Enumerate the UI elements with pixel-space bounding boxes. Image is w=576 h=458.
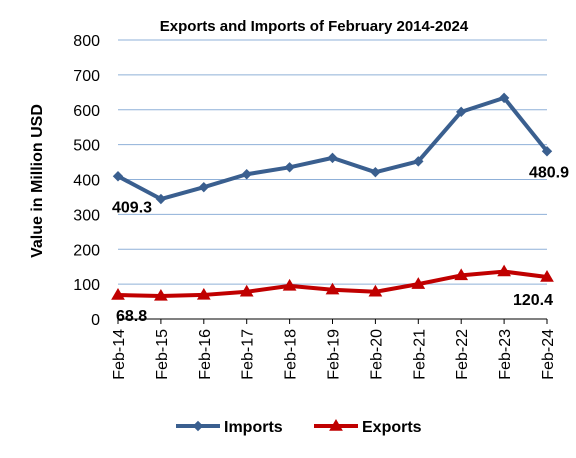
data-point — [498, 92, 510, 104]
data-point — [241, 169, 252, 180]
data-point — [541, 146, 553, 157]
x-tick-label: Feb-19 — [326, 329, 343, 380]
y-tick-label: 0 — [91, 312, 100, 329]
data-point — [497, 264, 511, 277]
y-tick-label: 700 — [73, 68, 100, 85]
chart-title: Exports and Imports of February 2014-202… — [160, 18, 469, 35]
data-label: 409.3 — [112, 199, 152, 216]
data-point — [196, 287, 211, 300]
data-point — [282, 278, 297, 291]
x-tick-label: Feb-17 — [240, 329, 257, 380]
data-point — [154, 288, 168, 301]
legend-marker — [192, 420, 204, 432]
x-tick-label: Feb-20 — [368, 329, 385, 380]
y-tick-label: 300 — [73, 207, 100, 224]
data-point — [455, 106, 467, 118]
x-tick-label: Feb-23 — [497, 329, 514, 380]
legend-item-imports: Imports — [176, 419, 283, 436]
legend-label: Exports — [362, 419, 422, 436]
y-axis-ticks: 0 100 200 300 400 500 600 700 800 — [73, 33, 100, 329]
data-point — [198, 181, 210, 193]
x-tick-label: Feb-18 — [283, 329, 300, 380]
series-exports — [111, 264, 554, 301]
data-point — [411, 277, 426, 289]
data-point — [111, 288, 125, 300]
y-tick-label: 100 — [73, 277, 100, 294]
gridlines — [118, 39, 547, 320]
x-tick-label: Feb-16 — [197, 329, 214, 380]
x-tick-label: Feb-15 — [154, 329, 171, 380]
series-imports — [112, 92, 553, 205]
x-tick-label: Feb-22 — [454, 329, 471, 380]
y-tick-label: 600 — [73, 103, 100, 120]
data-point — [454, 268, 469, 281]
data-point — [327, 152, 338, 164]
data-point — [239, 284, 254, 297]
x-axis-ticks: Feb-14 Feb-15 Feb-16 Feb-17 Feb-18 Feb-19 Feb-… — [111, 319, 557, 380]
x-tick-label: Feb-21 — [411, 329, 428, 380]
data-point — [325, 282, 340, 295]
data-label: 68.8 — [116, 308, 147, 325]
data-point — [540, 270, 554, 282]
legend-item-exports: Exports — [314, 419, 422, 436]
legend-marker — [329, 419, 343, 431]
y-tick-label: 200 — [73, 242, 100, 259]
data-point — [112, 171, 124, 182]
data-label: 120.4 — [513, 292, 553, 309]
data-label: 480.9 — [529, 164, 569, 181]
legend-label: Imports — [224, 419, 283, 436]
data-point — [284, 162, 295, 173]
series-layer — [111, 92, 554, 301]
data-point — [413, 156, 424, 167]
series-line — [117, 95, 549, 202]
y-tick-label: 500 — [73, 138, 100, 155]
y-tick-label: 800 — [73, 33, 100, 50]
x-tick-label: Feb-24 — [540, 329, 557, 380]
data-point — [368, 284, 383, 297]
y-tick-label: 400 — [73, 173, 100, 190]
y-axis-label: Value in Million USD — [29, 104, 46, 258]
data-labels: 409.3 480.9 68.8 120.4 — [112, 164, 569, 325]
legend: Imports Exports — [176, 419, 422, 436]
data-point — [370, 166, 381, 178]
data-point — [155, 193, 167, 205]
x-tick-label: Feb-14 — [111, 329, 128, 380]
